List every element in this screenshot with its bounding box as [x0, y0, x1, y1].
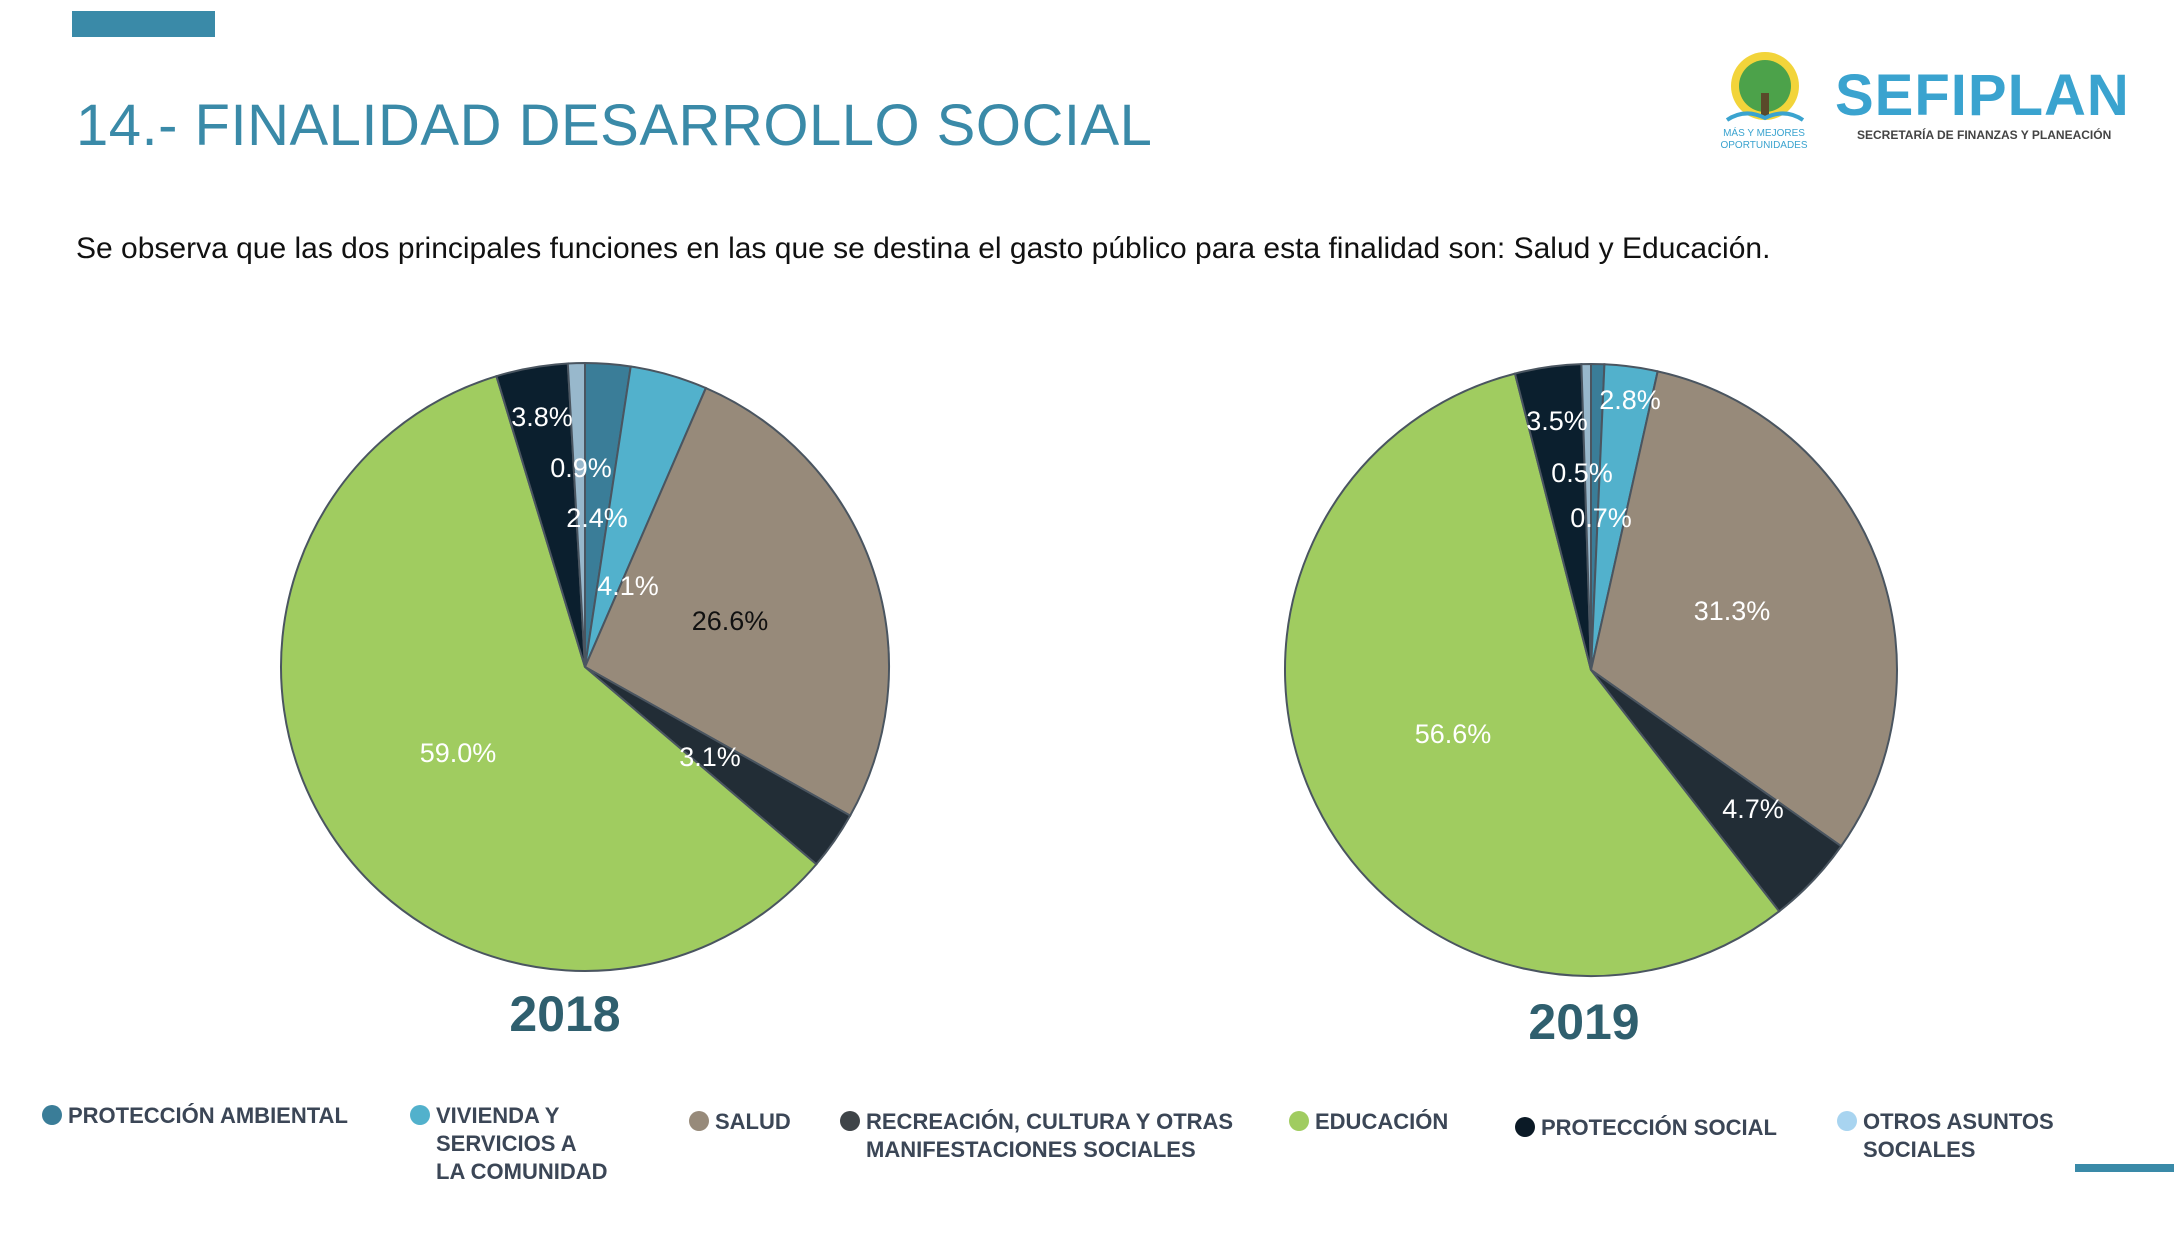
legend-swatch-icon — [1289, 1111, 1309, 1131]
page-title: 14.- FINALIDAD DESARROLLO SOCIAL — [76, 93, 1153, 158]
legend-item: PROTECCIÓN AMBIENTAL — [42, 1102, 372, 1130]
accent-bar-bottom — [2075, 1164, 2174, 1172]
data-label-2018-4: 59.0% — [420, 738, 497, 768]
legend-label: EDUCACIÓN — [1315, 1109, 1449, 1134]
legend-item: PROTECCIÓN SOCIAL — [1515, 1114, 1815, 1142]
legend-item: SALUD — [689, 1108, 829, 1136]
data-label-2018-2: 26.6% — [692, 606, 769, 636]
legend-item: RECREACIÓN, CULTURA Y OTRAS MANIFESTACIO… — [840, 1108, 1260, 1164]
legend-label: RECREACIÓN, CULTURA Y OTRAS MANIFESTACIO… — [866, 1109, 1234, 1162]
data-label-2018-5: 3.8% — [511, 402, 573, 432]
pie-slice-2018-4 — [280, 374, 818, 972]
legend-swatch-icon — [1837, 1111, 1857, 1131]
legend-item: VIVIENDA Y SERVICIOS A LA COMUNIDAD — [410, 1102, 610, 1186]
pie-slice-2019-6 — [1580, 362, 1592, 671]
accent-bar-top — [72, 11, 215, 37]
legend-swatch-icon — [410, 1105, 430, 1125]
data-label-2019-6: 0.5% — [1551, 458, 1613, 488]
data-label-2019-4: 56.6% — [1415, 719, 1492, 749]
pie-slice-2019-2 — [1589, 370, 1898, 848]
logo-tagline: SECRETARÍA DE FINANZAS Y PLANEACIÓN — [1857, 128, 2112, 142]
page-subtitle: Se observa que las dos principales funci… — [76, 232, 1771, 265]
sefiplan-logo: MÁS Y MEJORES OPORTUNIDADES SEFIPLAN SEC… — [1705, 48, 2165, 158]
chart-title-2018: 2018 — [509, 986, 621, 1042]
data-label-2019-1: 2.8% — [1599, 385, 1661, 415]
data-label-2019-0: 0.7% — [1570, 503, 1632, 533]
legend-swatch-icon — [689, 1111, 709, 1131]
logo-brand: SEFIPLAN — [1835, 63, 2130, 128]
pie-slice-2018-6 — [566, 361, 586, 668]
data-label-2018-6: 0.9% — [550, 453, 612, 483]
legend-swatch-icon — [42, 1105, 62, 1125]
pie-slice-2019-4 — [1284, 372, 1781, 977]
data-label-2018-0: 2.4% — [566, 503, 628, 533]
tree-logo-icon — [1725, 52, 1805, 122]
data-label-2018-1: 4.1% — [597, 571, 659, 601]
chart-title-2019: 2019 — [1528, 994, 1640, 1050]
legend-swatch-icon — [840, 1111, 860, 1131]
legend-label: PROTECCIÓN AMBIENTAL — [68, 1103, 348, 1128]
legend-item: OTROS ASUNTOS SOCIALES — [1837, 1108, 2077, 1164]
legend-item: EDUCACIÓN — [1289, 1108, 1489, 1136]
legend-label: SALUD — [715, 1109, 791, 1134]
legend-label: PROTECCIÓN SOCIAL — [1541, 1115, 1777, 1140]
legend-swatch-icon — [1515, 1117, 1535, 1137]
data-label-2018-3: 3.1% — [679, 742, 741, 772]
legend-label: OTROS ASUNTOS SOCIALES — [1863, 1109, 2054, 1162]
logo-motto: MÁS Y MEJORES OPORTUNIDADES — [1720, 128, 1808, 151]
data-label-2019-2: 31.3% — [1694, 596, 1771, 626]
data-label-2019-3: 4.7% — [1722, 794, 1784, 824]
legend-label: VIVIENDA Y SERVICIOS A LA COMUNIDAD — [436, 1103, 608, 1184]
data-label-2019-5: 3.5% — [1526, 406, 1588, 436]
